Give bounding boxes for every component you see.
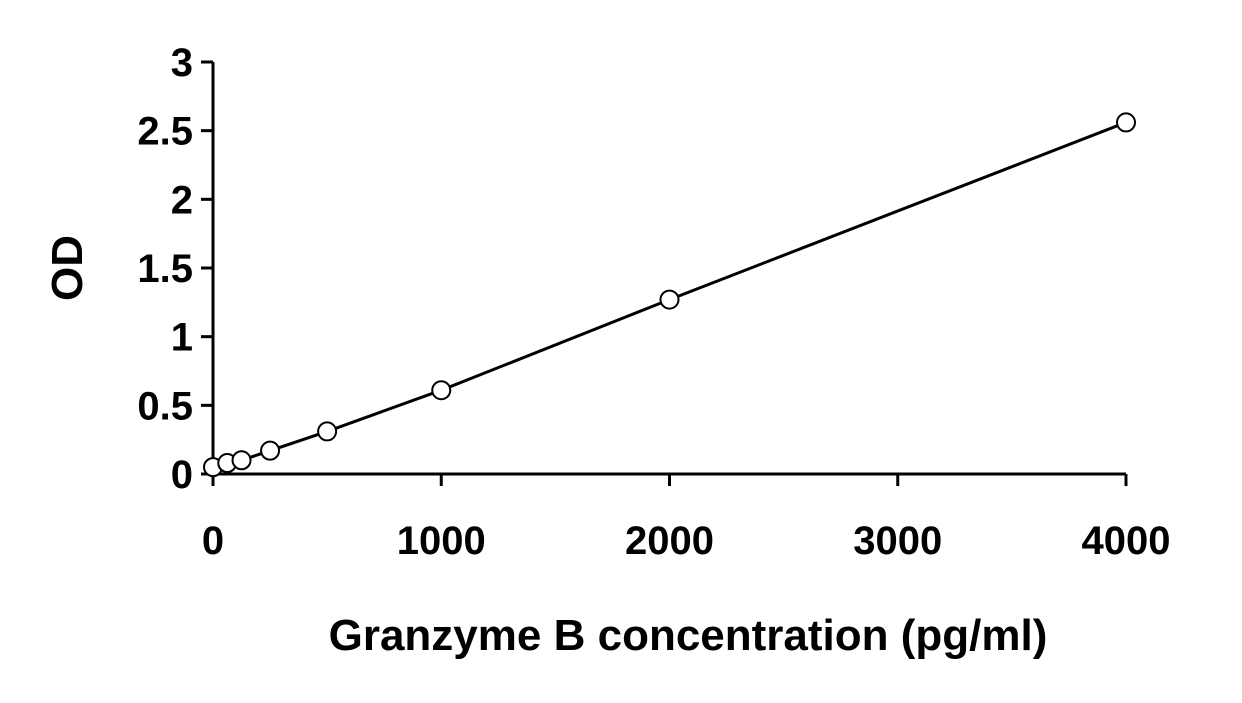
- x-tick-label: 2000: [625, 519, 714, 563]
- y-tick-label: 0: [171, 453, 193, 497]
- x-tick-label: 3000: [853, 519, 942, 563]
- data-point: [659, 289, 680, 310]
- x-ticks: 0 1000 2000 3000 4000: [202, 474, 1171, 563]
- x-axis-title: Granzyme B concentration (pg/ml): [329, 611, 1048, 660]
- x-tick-label: 0: [202, 519, 224, 563]
- x-tick-label: 1000: [397, 519, 486, 563]
- y-axis: 0 0.5 1 1.5 2 2.5 3: [137, 41, 215, 497]
- y-tick-label: 1: [171, 316, 193, 360]
- data-point: [317, 421, 338, 442]
- plot-area: [203, 112, 1136, 478]
- y-axis-title: OD: [43, 235, 92, 301]
- y-tick-label: 1.5: [137, 247, 193, 291]
- data-point: [431, 380, 452, 401]
- x-tick-label: 4000: [1082, 519, 1171, 563]
- y-tick-label: 2: [171, 178, 193, 222]
- y-ticks: 0 0.5 1 1.5 2 2.5 3: [137, 41, 213, 497]
- data-point: [231, 450, 252, 471]
- x-axis: 0 1000 2000 3000 4000: [202, 472, 1171, 563]
- data-points: [203, 112, 1136, 478]
- data-point: [1116, 112, 1136, 133]
- data-point: [260, 440, 281, 461]
- y-tick-label: 3: [171, 41, 193, 85]
- y-tick-label: 2.5: [137, 110, 193, 154]
- y-tick-label: 0.5: [137, 384, 193, 428]
